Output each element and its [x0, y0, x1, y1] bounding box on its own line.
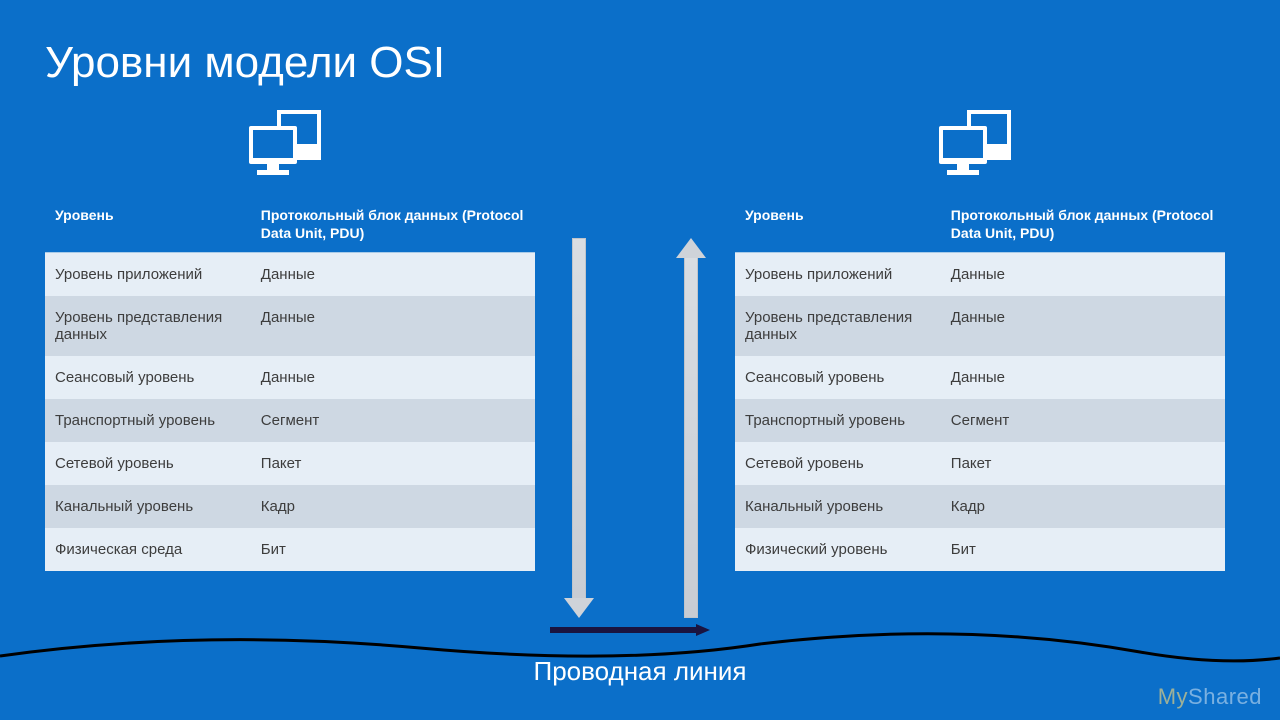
table-row: Уровень представления данныхДанные — [735, 296, 1225, 356]
arrow-up-icon — [676, 238, 706, 618]
table-row: Транспортный уровеньСегмент — [45, 399, 535, 442]
wire-label: Проводная линия — [534, 657, 747, 686]
table-row: Уровень представления данныхДанные — [45, 296, 535, 356]
table-row: Уровень приложенийДанные — [45, 253, 535, 297]
table-row: Сеансовый уровеньДанные — [45, 356, 535, 399]
table-row: Канальный уровеньКадр — [45, 485, 535, 528]
table-row: Канальный уровеньКадр — [735, 485, 1225, 528]
table-row: Физическая средаБит — [45, 528, 535, 571]
osi-table-right: Уровень Протокольный блок данных (Protoc… — [735, 199, 1225, 571]
table-row: Сетевой уровеньПакет — [45, 442, 535, 485]
computer-icon — [935, 108, 1015, 188]
col-header-level: Уровень — [45, 199, 251, 253]
computer-icon — [245, 108, 325, 188]
table-row: Сеансовый уровеньДанные — [735, 356, 1225, 399]
table-row: Сетевой уровеньПакет — [735, 442, 1225, 485]
col-header-pdu: Протокольный блок данных (Protocol Data … — [251, 199, 535, 253]
page-title: Уровни модели OSI — [45, 38, 445, 88]
table-row: Уровень приложенийДанные — [735, 253, 1225, 297]
col-header-pdu: Протокольный блок данных (Protocol Data … — [941, 199, 1225, 253]
table-row: Транспортный уровеньСегмент — [735, 399, 1225, 442]
arrow-down-icon — [564, 238, 594, 618]
table-row: Физический уровеньБит — [735, 528, 1225, 571]
watermark: MyShared — [1158, 684, 1262, 710]
osi-table-left: Уровень Протокольный блок данных (Protoc… — [45, 199, 535, 571]
col-header-level: Уровень — [735, 199, 941, 253]
arrow-right-icon — [550, 624, 710, 636]
